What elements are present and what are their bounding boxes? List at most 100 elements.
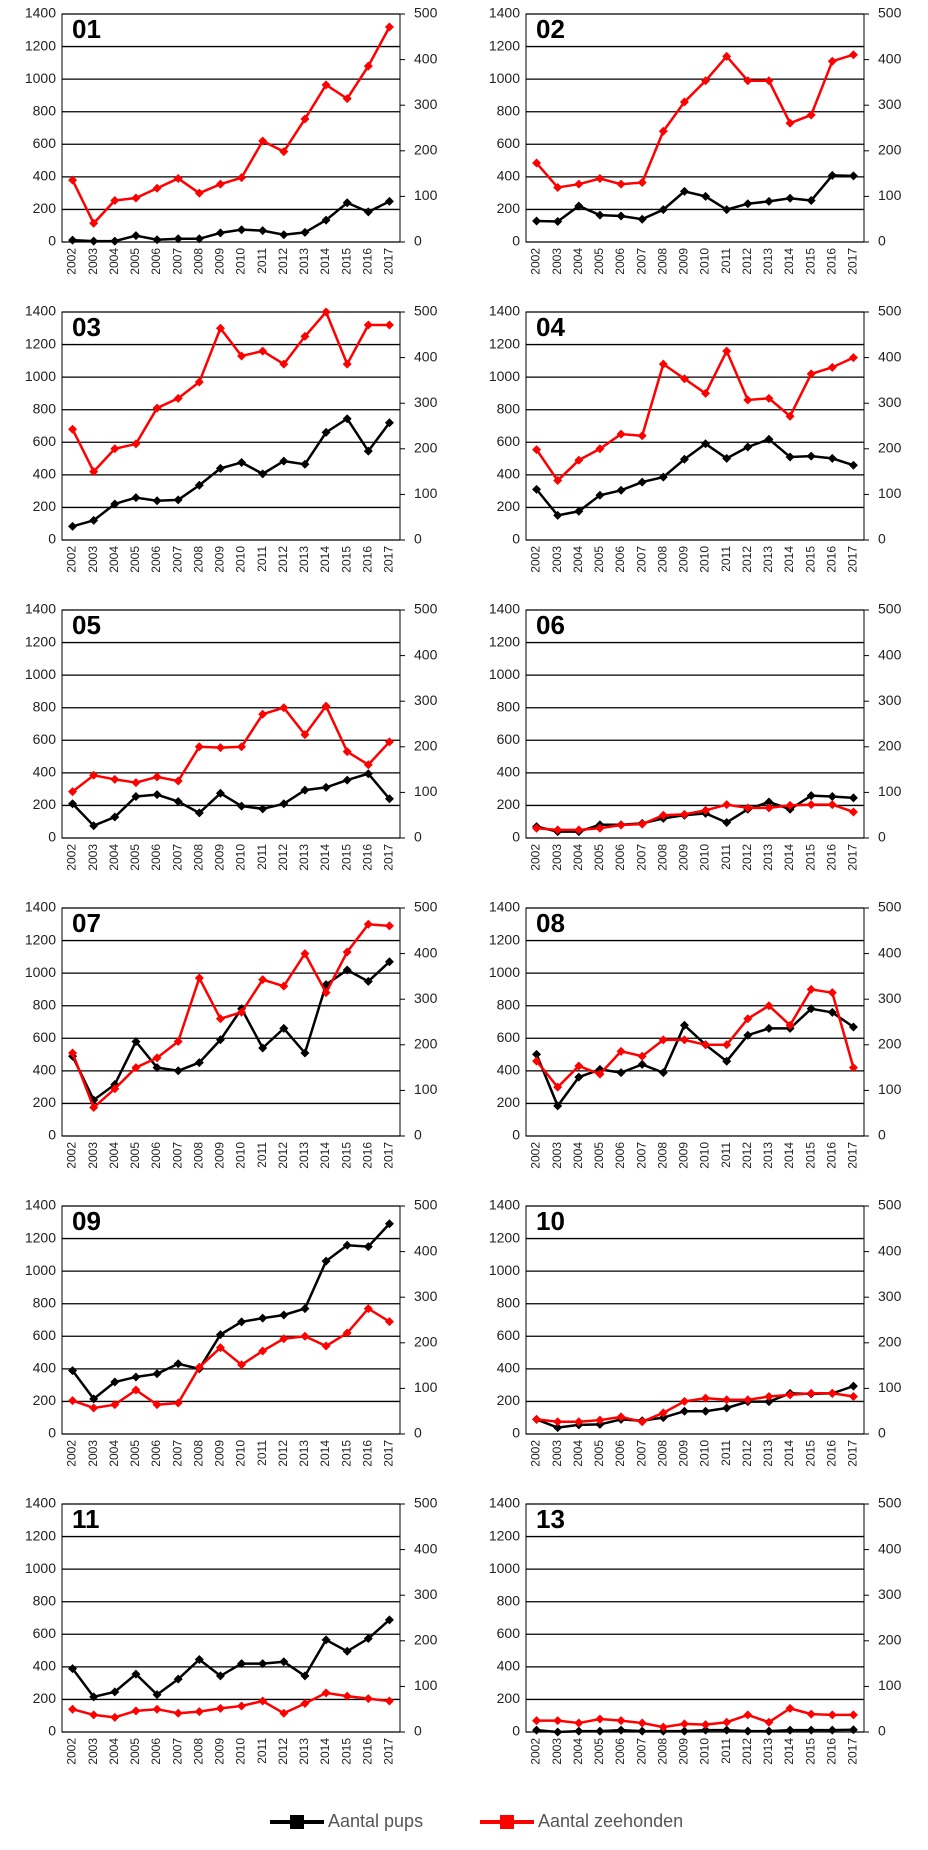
x-tick-label: 2007 xyxy=(170,248,184,275)
data-point xyxy=(300,1048,310,1058)
data-point xyxy=(258,136,268,146)
series-line xyxy=(535,437,854,517)
x-tick-label: 2010 xyxy=(234,1440,248,1467)
data-point xyxy=(152,1704,162,1714)
x-tick-label: 2014 xyxy=(782,248,796,275)
y-tick-label: 800 xyxy=(33,102,57,118)
x-tick-label: 2005 xyxy=(592,844,606,871)
data-point xyxy=(848,1381,858,1391)
x-tick-label: 2016 xyxy=(360,1440,374,1467)
x-tick-label: 2009 xyxy=(213,248,227,275)
data-point xyxy=(827,800,837,810)
data-point xyxy=(258,1659,268,1669)
data-point xyxy=(321,701,331,711)
legend-label: Aantal pups xyxy=(328,1811,423,1831)
y-tick-label: 800 xyxy=(33,400,57,416)
data-point xyxy=(532,1049,542,1059)
x-tick-label: 2007 xyxy=(634,1738,648,1765)
data-point xyxy=(173,1037,183,1047)
x-tick-label: 2006 xyxy=(149,1142,163,1169)
y2-tick-label: 400 xyxy=(414,1242,438,1258)
x-tick-label: 2012 xyxy=(276,1142,290,1169)
data-point xyxy=(131,792,141,802)
x-tick-label: 2003 xyxy=(86,844,100,871)
data-point xyxy=(658,810,668,820)
data-point xyxy=(68,424,78,434)
x-tick-label: 2003 xyxy=(86,1142,100,1169)
x-tick-label: 2005 xyxy=(592,248,606,275)
data-point xyxy=(237,1360,247,1370)
data-point xyxy=(342,965,352,975)
data-point xyxy=(658,359,668,369)
y2-tick-label: 100 xyxy=(878,1379,902,1395)
y-tick-label: 0 xyxy=(48,829,56,845)
data-point xyxy=(574,506,584,516)
data-point xyxy=(848,171,858,181)
data-point xyxy=(722,51,732,61)
data-point xyxy=(300,1331,310,1341)
data-point xyxy=(743,395,753,405)
x-tick-label: 2002 xyxy=(65,1738,79,1765)
data-point xyxy=(806,1725,816,1735)
y-tick-label: 1400 xyxy=(25,1197,56,1213)
data-point xyxy=(194,1707,204,1717)
data-point xyxy=(785,452,795,462)
data-point xyxy=(722,1403,732,1413)
x-tick-label: 2005 xyxy=(128,248,142,275)
data-point xyxy=(658,1413,668,1423)
data-point xyxy=(532,1716,542,1726)
data-point xyxy=(68,1366,78,1376)
data-point xyxy=(237,1317,247,1327)
y2-tick-label: 500 xyxy=(414,899,438,915)
x-tick-label: 2006 xyxy=(149,1738,163,1765)
data-point xyxy=(764,1392,774,1402)
x-tick-label: 2015 xyxy=(803,1440,817,1467)
x-tick-label: 2006 xyxy=(613,844,627,871)
data-point xyxy=(68,799,78,809)
data-point xyxy=(722,817,732,827)
data-point xyxy=(574,1726,584,1736)
y-tick-label: 200 xyxy=(497,1094,521,1110)
data-point xyxy=(215,1343,225,1353)
data-point xyxy=(764,76,774,86)
data-point xyxy=(722,1725,732,1735)
x-tick-label: 2008 xyxy=(191,546,205,573)
x-tick-label: 2003 xyxy=(550,1440,564,1467)
data-point xyxy=(110,1400,120,1410)
x-tick-label: 2007 xyxy=(170,1738,184,1765)
y2-tick-label: 300 xyxy=(878,1288,902,1304)
y2-tick-label: 200 xyxy=(414,142,438,158)
chart-title: 10 xyxy=(536,1206,565,1236)
data-point xyxy=(827,1007,837,1017)
x-tick-label: 2011 xyxy=(255,844,269,870)
chart-title: 02 xyxy=(536,14,565,44)
data-point xyxy=(237,1701,247,1711)
y-tick-label: 1200 xyxy=(489,1229,520,1245)
x-tick-label: 2012 xyxy=(740,1738,754,1765)
y-tick-label: 1400 xyxy=(489,1495,520,1511)
data-point xyxy=(342,359,352,369)
data-point xyxy=(194,377,204,387)
data-point xyxy=(574,1417,584,1427)
data-point xyxy=(131,439,141,449)
series-line xyxy=(536,803,854,832)
chart-title: 11 xyxy=(72,1504,100,1534)
x-tick-label: 2017 xyxy=(382,1738,396,1765)
data-point xyxy=(764,1717,774,1727)
x-tick-label: 2017 xyxy=(846,248,860,275)
data-point xyxy=(827,453,837,463)
x-tick-label: 2011 xyxy=(719,546,733,572)
data-point xyxy=(68,1396,78,1406)
y-tick-label: 800 xyxy=(497,996,521,1012)
x-tick-label: 2013 xyxy=(297,1440,311,1467)
data-point xyxy=(89,218,99,228)
legend-label: Aantal zeehonden xyxy=(538,1811,683,1831)
x-tick-label: 2016 xyxy=(360,248,374,275)
data-point xyxy=(848,1725,858,1735)
data-point xyxy=(215,1703,225,1713)
data-point xyxy=(384,957,394,967)
data-point xyxy=(300,949,310,959)
data-point xyxy=(68,1664,78,1674)
y-tick-label: 400 xyxy=(497,1658,521,1674)
y-tick-label: 1000 xyxy=(489,70,520,86)
